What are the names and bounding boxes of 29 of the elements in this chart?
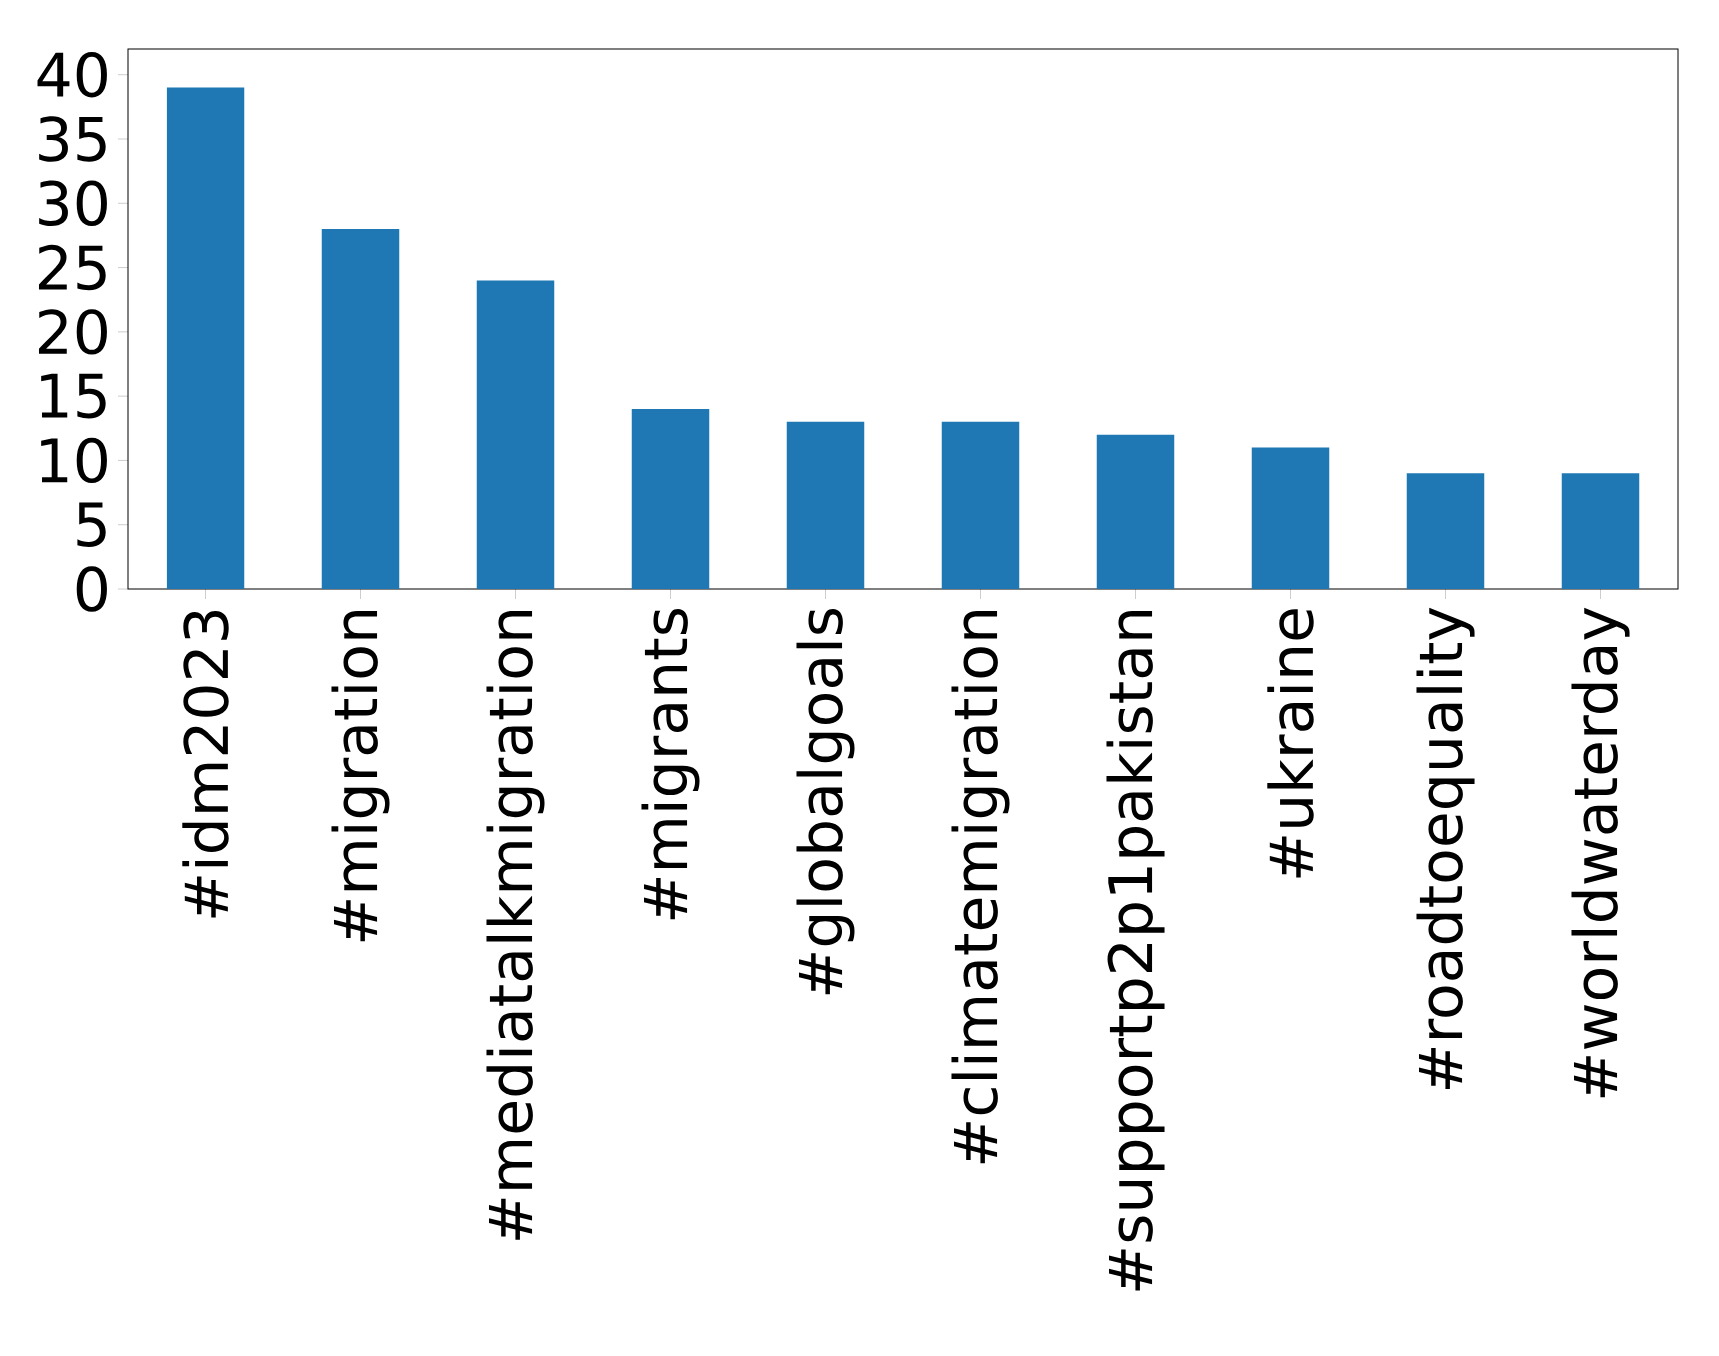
bar — [631, 409, 710, 589]
x-tick-label: #ukraine — [1267, 609, 1314, 878]
bar — [166, 87, 245, 589]
y-tick-label: 0 — [76, 566, 107, 612]
bar — [1406, 473, 1485, 589]
bar — [476, 280, 555, 589]
y-tick-label: 5 — [77, 502, 106, 548]
x-tick-label: #worldwaterday — [1571, 607, 1630, 1098]
x-tick-label: #idm2023 — [182, 610, 229, 918]
bar — [1096, 434, 1175, 589]
x-tick-label: #supportp2p1pakistan — [1106, 611, 1165, 1291]
y-tick-label: 25 — [38, 244, 106, 291]
y-tick-label: 20 — [38, 309, 107, 355]
x-tick-label: #mediatalkmigration — [486, 611, 545, 1240]
bar — [1561, 473, 1640, 589]
y-tick-label: 15 — [41, 373, 106, 419]
bar — [321, 229, 400, 589]
x-tick-label: #migration — [331, 611, 390, 942]
x-tick-label: #roadtoequality — [1416, 607, 1475, 1090]
y-tick-label: 10 — [41, 437, 107, 484]
bar — [941, 421, 1020, 589]
x-tick-label: #climatemigration — [951, 611, 1010, 1164]
bar — [786, 421, 865, 589]
y-tick-label: 30 — [39, 180, 107, 226]
x-tick-label: #globalgoals — [796, 608, 855, 995]
y-tick-label: 35 — [39, 116, 106, 162]
x-tick-label: #migrants — [641, 608, 700, 920]
bar — [1251, 447, 1330, 589]
y-tick-label: 40 — [37, 52, 107, 98]
